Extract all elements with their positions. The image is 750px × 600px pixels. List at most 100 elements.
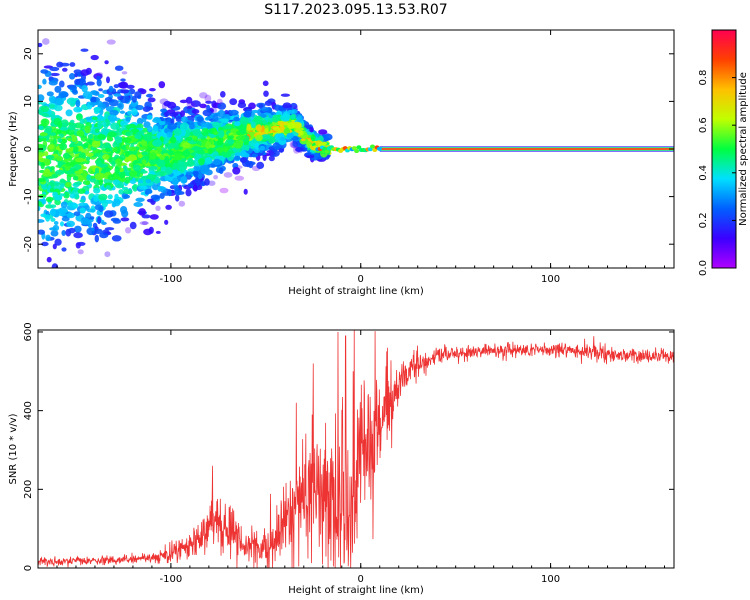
heatmap-cell [122,189,133,195]
heatmap-cell [204,141,212,150]
heatmap-cell [78,202,87,207]
heatmap-cell [50,132,57,136]
heatmap-cell [101,221,107,225]
heatmap-cell [167,123,178,130]
heatmap-cell [159,171,167,177]
heatmap-cell [131,107,138,116]
heatmap-cell [110,122,120,130]
heatmap-cell [132,183,139,192]
heatmap-cell [167,189,172,197]
heatmap-cell [38,42,43,48]
heatmap-cell [141,118,147,123]
heatmap-cell [94,128,100,133]
heatmap-cell [80,48,89,52]
heatmap-cell [204,94,212,103]
heatmap-cell [55,169,65,175]
heatmap-cell [62,67,68,72]
heatmap-cell [265,150,275,156]
heatmap-cell [96,79,102,87]
heatmap-cell [74,225,82,233]
heatmap-cell [111,160,116,167]
heatmap-cell [251,109,259,114]
heatmap-cell [139,221,149,226]
heatmap-cell [69,62,76,67]
heatmap-cell [94,228,103,234]
snr-y-tick-label: 200 [23,480,34,499]
heatmap-cell [44,151,49,157]
heatmap-cell [283,128,291,135]
heatmap-cell [114,166,120,175]
heatmap-cell [216,98,223,105]
heatmap-cell [129,221,137,230]
heatmap-cell [109,109,119,116]
heatmap-cell [125,116,131,122]
heatmap-cell [103,210,114,218]
heatmap-cell [240,116,249,125]
heatmap-cell [135,104,144,111]
heatmap-cell [118,189,124,195]
heatmap-cell [89,102,99,106]
heatmap-cell [206,104,211,112]
heatmap-cell [242,153,250,158]
heatmap-cell [163,100,172,107]
heatmap-cell [121,71,128,75]
heatmap-cell [192,184,198,192]
heatmap-cell [80,135,88,142]
heatmap-cell [251,153,258,158]
heatmap-cell [246,123,251,131]
heatmap-cell [97,216,102,225]
heatmap-cell [269,111,276,116]
heatmap-cell [141,159,147,164]
heatmap-cell [158,81,166,89]
heatmap-cell [290,102,298,110]
heatmap-cell [286,109,296,114]
heatmap-cell [108,85,114,93]
heatmap-cell [54,85,62,93]
heatmap-cell [60,92,67,99]
heatmap-cell [280,114,290,122]
heatmap-cell [181,116,188,123]
heatmap-cell [300,138,306,142]
heatmap-cell [201,128,209,136]
heatmap-cell [76,113,83,119]
heatmap-cell [72,203,79,209]
heatmap-cell [85,180,91,186]
heatmap-cell [66,220,75,227]
heatmap-cell [259,145,266,151]
heatmap-cell [155,230,161,234]
tone-onset-cell [354,149,360,154]
heatmap-cell [92,90,97,96]
heatmap-cell [56,61,64,68]
heatmap-cell [49,188,54,193]
heatmap-cell [182,149,191,157]
heatmap-cell [223,172,233,178]
heatmap-cell [140,191,146,196]
heatmap-cell [146,93,153,98]
heatmap-cell [75,99,81,108]
heatmap-cell [192,128,202,137]
heatmap-cell [305,152,312,156]
heatmap-cell [280,136,286,142]
heatmap-marks [38,38,674,268]
heatmap-cell [104,251,111,258]
heatmap-cell [101,121,107,127]
heatmap-cell [79,207,86,214]
heatmap-cell [97,134,106,140]
heatmap-cell [45,214,51,222]
heatmap-cell [313,152,319,158]
heatmap-cell [98,193,108,201]
heatmap-cell [48,80,58,86]
heatmap-cell [228,135,234,139]
colorbar-label: Normalized spectral amplitude [738,72,749,226]
heatmap-cell [102,154,110,160]
heatmap-cell [97,100,103,108]
heatmap-cell [97,94,105,98]
heatmap-cell [290,114,296,120]
heatmap-cell [219,187,229,194]
heatmap-cell [227,139,235,145]
heatmap-cell [49,104,55,109]
heatmap-cell [199,92,208,99]
heatmap-cell [178,200,186,207]
heatmap-cell [212,121,221,128]
heatmap-cell [42,170,52,177]
